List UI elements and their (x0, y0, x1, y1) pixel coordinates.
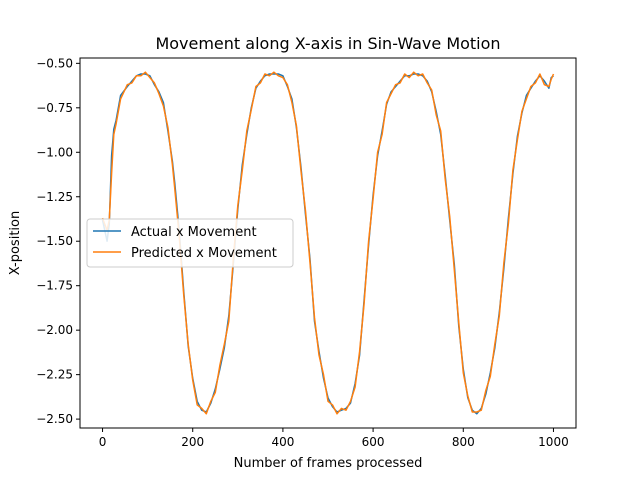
y-tick-label: −2.25 (36, 368, 73, 382)
y-tick-label: −0.75 (36, 101, 73, 115)
x-axis-ticks: 0 200 400 600 800 1000 (99, 428, 569, 449)
y-tick-label: −1.50 (36, 234, 73, 248)
x-tick-label: 400 (271, 435, 294, 449)
legend-label-actual: Actual x Movement (131, 225, 257, 240)
x-tick-label: 1000 (538, 435, 569, 449)
y-tick-label: −1.75 (36, 279, 73, 293)
y-tick-label: −0.50 (36, 56, 73, 70)
legend-box (86, 218, 294, 268)
y-tick-label: −1.00 (36, 145, 73, 159)
x-tick-label: 600 (362, 435, 385, 449)
y-tick-label: −1.25 (36, 190, 73, 204)
plot-lines (101, 71, 555, 415)
x-tick-label: 0 (99, 435, 107, 449)
y-axis-label: X-position (8, 211, 23, 275)
x-tick-label: 800 (452, 435, 475, 449)
x-tick-label: 200 (181, 435, 204, 449)
legend: Actual x Movement Predicted x Movement (86, 218, 294, 268)
y-axis-ticks: −2.50 −2.25 −2.00 −1.75 −1.50 −1.25 −1.00 −0.75… (36, 56, 80, 426)
x-axis-label: Number of frames processed (234, 456, 423, 471)
y-tick-label: −2.00 (36, 323, 73, 337)
y-tick-label: −2.50 (36, 412, 73, 426)
axes-frame (79, 57, 577, 429)
chart-title: Movement along X-axis in Sin-Wave Motion (155, 34, 500, 53)
legend-label-predicted: Predicted x Movement (131, 246, 277, 261)
series-line-predicted (101, 71, 555, 415)
